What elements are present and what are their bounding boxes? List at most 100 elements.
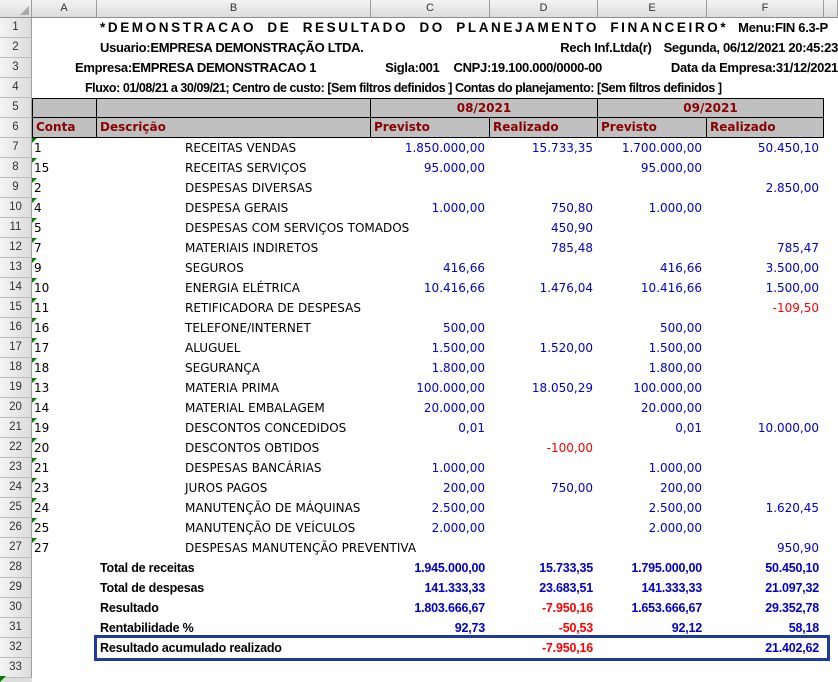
cell-realizado-09[interactable] — [707, 378, 824, 398]
cell-previsto-09[interactable] — [598, 218, 707, 238]
cell-previsto-08[interactable]: 141.333,33 — [424, 581, 485, 595]
cell-descricao[interactable]: MANUTENÇÃO DE MÁQUINAS — [185, 501, 361, 515]
cell-realizado-09[interactable] — [707, 398, 824, 418]
row-header-29[interactable]: 29 — [0, 578, 32, 598]
column-header-D[interactable]: D — [490, 0, 598, 18]
cell-previsto-09[interactable]: 1.500,00 — [648, 341, 702, 355]
report-user-row[interactable]: Usuario:EMPRESA DEMONSTRAÇÃO LTDA. Rech … — [32, 38, 838, 58]
cell-previsto-09[interactable]: 92,12 — [671, 621, 702, 635]
cell-realizado-09[interactable]: -109,50 — [772, 301, 819, 315]
cell-realizado-09[interactable] — [707, 478, 824, 498]
row-header-18[interactable]: 18 — [0, 358, 32, 378]
cell-realizado-08[interactable]: 750,80 — [551, 201, 593, 215]
cell-realizado-08[interactable] — [490, 418, 598, 438]
cell-previsto-08[interactable] — [371, 178, 490, 198]
cell-conta[interactable] — [32, 618, 97, 638]
cell-previsto-09[interactable]: 1.800,00 — [648, 361, 702, 375]
total-label[interactable]: Total de despesas — [100, 581, 205, 595]
cell-conta[interactable]: 19 — [32, 418, 97, 438]
row-header-22[interactable]: 22 — [0, 438, 32, 458]
cell-conta[interactable]: 13 — [32, 378, 97, 398]
cell-previsto-09[interactable]: 1.000,00 — [648, 201, 702, 215]
cell-realizado-09[interactable]: 950,90 — [777, 541, 819, 555]
cell-realizado-08[interactable]: 1.476,04 — [539, 281, 593, 295]
cell-descricao[interactable]: MATERIAIS INDIRETOS — [185, 241, 319, 255]
cell-realizado-08[interactable] — [490, 258, 598, 278]
cell-previsto-08[interactable]: 1.803.666,67 — [414, 601, 485, 615]
cell-previsto-08[interactable] — [371, 438, 490, 458]
cell-descricao[interactable]: MATERIA PRIMA — [185, 381, 280, 395]
total-label[interactable]: Total de receitas — [100, 561, 195, 575]
cell-realizado-09[interactable]: 50.450,10 — [757, 141, 819, 155]
cell-realizado-08[interactable]: 18.050,29 — [531, 381, 593, 395]
row-header-5[interactable]: 5 — [0, 98, 32, 118]
row-header-16[interactable]: 16 — [0, 318, 32, 338]
cell-previsto-08[interactable]: 2.000,00 — [431, 521, 485, 535]
cell-previsto-09[interactable]: 200,00 — [660, 481, 702, 495]
cell-realizado-09[interactable]: 3.500,00 — [765, 261, 819, 275]
cell-realizado-08[interactable] — [490, 358, 598, 378]
cell-descricao[interactable]: DESCONTOS OBTIDOS — [185, 441, 320, 455]
cell-realizado-09[interactable]: 785,47 — [777, 241, 819, 255]
row-header-28[interactable]: 28 — [0, 558, 32, 578]
cell-conta[interactable]: 15 — [32, 158, 97, 178]
cell-descricao[interactable]: TELEFONE/INTERNET — [185, 321, 311, 335]
cell-conta[interactable]: 2 — [32, 178, 97, 198]
row-header-21[interactable]: 21 — [0, 418, 32, 438]
cell-realizado-09[interactable] — [707, 218, 824, 238]
cell-realizado-08[interactable]: -100,00 — [546, 441, 593, 455]
cell-realizado-09[interactable]: 58,18 — [788, 621, 819, 635]
cell-descricao[interactable]: MANUTENÇÃO DE VEÍCULOS — [185, 521, 356, 535]
cell-realizado-09[interactable]: 2.850,00 — [765, 181, 819, 195]
row-header-14[interactable]: 14 — [0, 278, 32, 298]
cell-conta[interactable]: 23 — [32, 478, 97, 498]
cell-previsto-08[interactable] — [371, 538, 490, 558]
row-header-15[interactable]: 15 — [0, 298, 32, 318]
cell-previsto-09[interactable]: 1.795.000,00 — [631, 561, 702, 575]
report-company-row[interactable]: Empresa:EMPRESA DEMONSTRACAO 1 Sigla:001… — [32, 58, 838, 78]
cell-descricao[interactable]: DESPESAS DIVERSAS — [185, 181, 313, 195]
cell-descricao[interactable]: SEGURANÇA — [185, 361, 260, 375]
cell-realizado-08[interactable] — [490, 178, 598, 198]
cell-previsto-09[interactable]: 141.333,33 — [641, 581, 702, 595]
cell-realizado-08[interactable] — [490, 318, 598, 338]
row-header-23[interactable]: 23 — [0, 458, 32, 478]
cell-realizado-09[interactable]: 50.450,10 — [765, 561, 819, 575]
cell-previsto-08[interactable] — [371, 238, 490, 258]
cell-previsto-08[interactable] — [371, 638, 490, 658]
cell-realizado-09[interactable] — [707, 198, 824, 218]
cell-realizado-08[interactable]: 15.733,35 — [531, 141, 593, 155]
cell-conta[interactable]: 18 — [32, 358, 97, 378]
row-header-30[interactable]: 30 — [0, 598, 32, 618]
row-header-33[interactable]: 33 — [0, 658, 32, 678]
row-header-27[interactable]: 27 — [0, 538, 32, 558]
report-title-row[interactable]: *DEMONSTRACAO DE RESULTADO DO PLANEJAMEN… — [32, 18, 838, 38]
cell-previsto-09[interactable]: 0,01 — [675, 421, 702, 435]
cell-descricao[interactable]: ALUGUEL — [185, 341, 241, 355]
cell-realizado-08[interactable]: 750,00 — [551, 481, 593, 495]
cell-realizado-09[interactable] — [707, 338, 824, 358]
row-header-2[interactable]: 2 — [0, 38, 32, 58]
cell-conta[interactable]: 24 — [32, 498, 97, 518]
row-header-9[interactable]: 9 — [0, 178, 32, 198]
cell-realizado-08[interactable] — [490, 498, 598, 518]
cell-previsto-09[interactable]: 10.416,66 — [640, 281, 702, 295]
col-header-realizado-08[interactable]: Realizado — [490, 118, 598, 138]
cell-previsto-08[interactable]: 1.500,00 — [431, 341, 485, 355]
cell-conta[interactable]: 7 — [32, 238, 97, 258]
row-header-1[interactable]: 1 — [0, 18, 32, 38]
col-header-previsto-09[interactable]: Previsto — [598, 118, 707, 138]
cell-previsto-08[interactable]: 10.416,66 — [423, 281, 485, 295]
cell-previsto-08[interactable]: 2.500,00 — [431, 501, 485, 515]
cell-realizado-09[interactable]: 21.097,32 — [765, 581, 819, 595]
row-header-4[interactable]: 4 — [0, 78, 32, 98]
row-header-17[interactable]: 17 — [0, 338, 32, 358]
cell-conta[interactable]: 27 — [32, 538, 97, 558]
row-header-24[interactable]: 24 — [0, 478, 32, 498]
cell-previsto-09[interactable] — [598, 298, 707, 318]
cell-previsto-08[interactable]: 95.000,00 — [423, 161, 485, 175]
cell-realizado-08[interactable]: -7.950,16 — [541, 641, 593, 655]
cell-previsto-09[interactable]: 100.000,00 — [633, 381, 702, 395]
cell-descricao[interactable]: ENERGIA ELÉTRICA — [185, 281, 300, 295]
row-header-25[interactable]: 25 — [0, 498, 32, 518]
